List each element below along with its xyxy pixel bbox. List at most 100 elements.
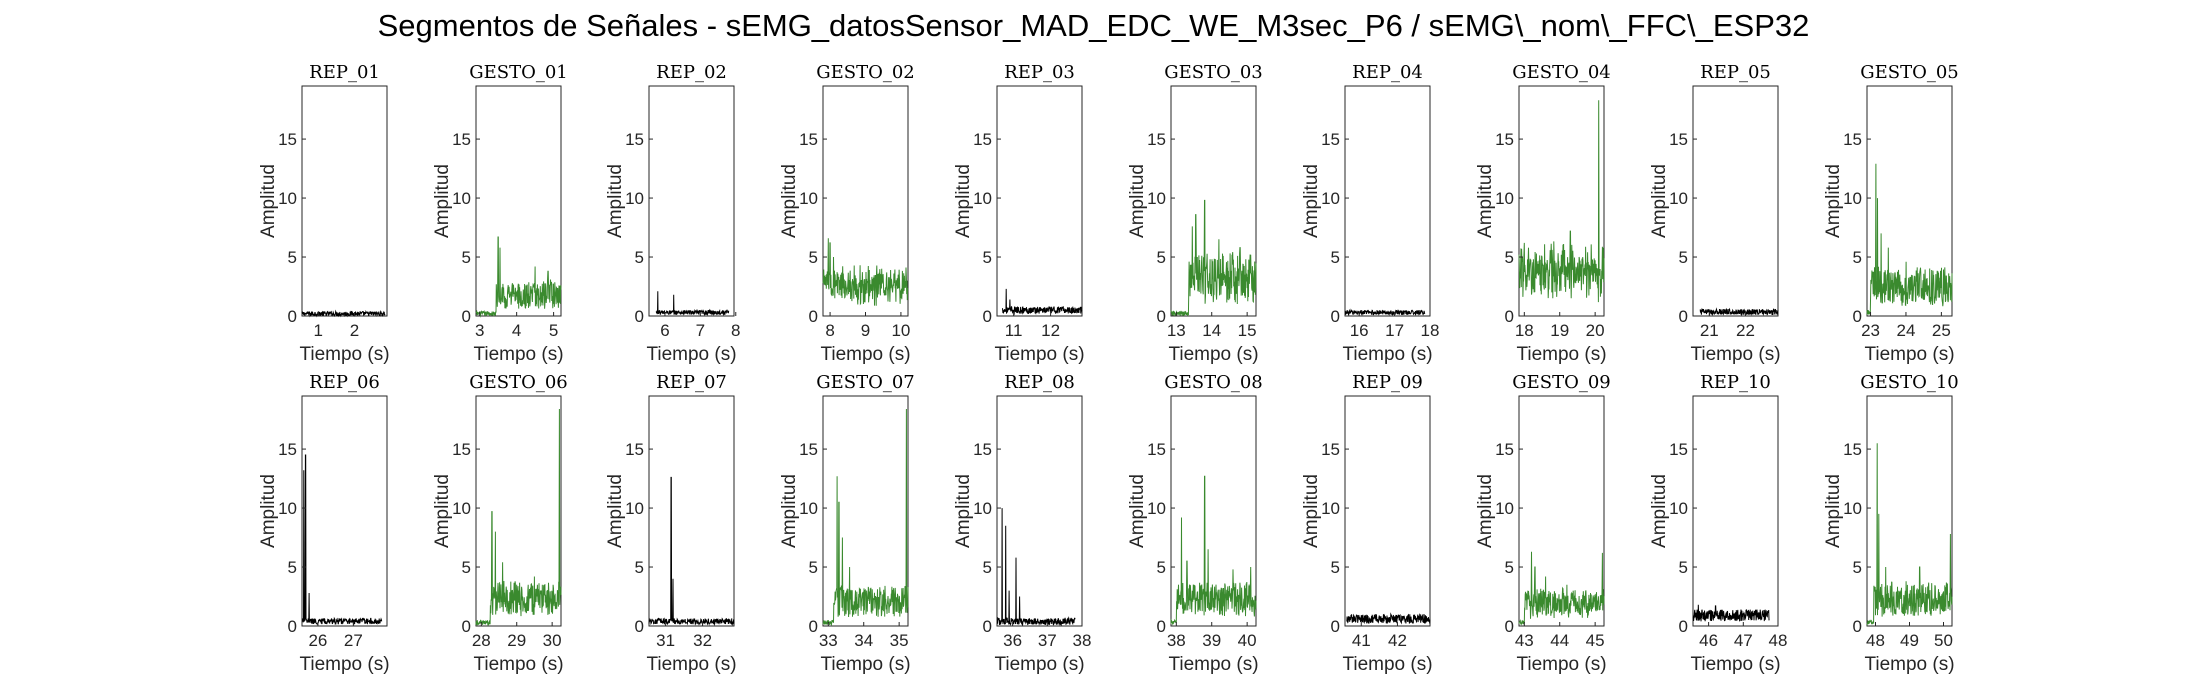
y-tick-label: 15 bbox=[1147, 440, 1166, 459]
subplot-gesto-09: 0 5 10 15 43 44 45 GESTO_09 Tiempo (s) Amplitud bbox=[1475, 372, 1611, 675]
axes-frame bbox=[648, 395, 735, 627]
x-tick-label: 30 bbox=[543, 631, 562, 650]
signal-line bbox=[655, 291, 730, 317]
signal-line bbox=[475, 408, 562, 627]
figure-suptitle: Segmentos de Señales - sEMG_datosSensor_… bbox=[377, 8, 1810, 43]
x-tick-label: 42 bbox=[1388, 631, 1407, 650]
x-tick-label: 43 bbox=[1515, 631, 1534, 650]
signal-line bbox=[1346, 612, 1431, 625]
signal-line bbox=[1866, 443, 1953, 626]
x-tick-label: 6 bbox=[660, 321, 669, 340]
y-tick-label: 10 bbox=[1843, 189, 1862, 208]
x-tick-label: 29 bbox=[507, 631, 526, 650]
y-tick-label: 10 bbox=[1843, 499, 1862, 518]
x-axis-label: Tiempo (s) bbox=[1690, 654, 1780, 675]
y-tick-label: 0 bbox=[809, 617, 818, 636]
x-axis-label: Tiempo (s) bbox=[820, 654, 910, 675]
y-tick-label: 15 bbox=[452, 130, 471, 149]
x-tick-label: 24 bbox=[1896, 321, 1915, 340]
y-tick-label: 5 bbox=[983, 248, 992, 267]
subplot-rep-10: 0 5 10 15 46 47 48 REP_10 Tiempo (s) Amplitud bbox=[1649, 372, 1787, 675]
y-axis-label: Amplitud bbox=[1301, 164, 1322, 238]
x-axis-label: Tiempo (s) bbox=[299, 344, 389, 365]
x-tick-label: 47 bbox=[1734, 631, 1753, 650]
x-axis-label: Tiempo (s) bbox=[1690, 344, 1780, 365]
signal-line bbox=[475, 236, 562, 318]
y-tick-label: 15 bbox=[1843, 440, 1862, 459]
x-axis-label: Tiempo (s) bbox=[1516, 654, 1606, 675]
x-tick-label: 37 bbox=[1038, 631, 1057, 650]
y-tick-label: 5 bbox=[1853, 558, 1862, 577]
y-tick-label: 0 bbox=[983, 617, 992, 636]
y-tick-label: 15 bbox=[625, 130, 644, 149]
subplot-title: GESTO_08 bbox=[1164, 372, 1263, 393]
subplot-title: REP_04 bbox=[1352, 62, 1423, 83]
x-axis-label: Tiempo (s) bbox=[473, 654, 563, 675]
y-axis-label: Amplitud bbox=[605, 164, 626, 238]
x-tick-label: 36 bbox=[1003, 631, 1022, 650]
y-tick-label: 5 bbox=[1157, 558, 1166, 577]
x-tick-label: 19 bbox=[1550, 321, 1569, 340]
y-tick-label: 0 bbox=[462, 307, 471, 326]
y-tick-label: 15 bbox=[799, 130, 818, 149]
y-axis-label: Amplitud bbox=[258, 164, 279, 238]
subplot-title: REP_09 bbox=[1352, 372, 1423, 393]
x-axis-label: Tiempo (s) bbox=[1864, 344, 1954, 365]
subplot-title: REP_08 bbox=[1004, 372, 1075, 393]
axes-frame bbox=[301, 395, 388, 627]
y-tick-label: 5 bbox=[1853, 248, 1862, 267]
y-tick-label: 15 bbox=[278, 440, 297, 459]
y-axis-label: Amplitud bbox=[1475, 474, 1496, 548]
y-tick-label: 15 bbox=[799, 440, 818, 459]
y-tick-label: 0 bbox=[1679, 617, 1688, 636]
signal-line bbox=[822, 238, 909, 306]
y-tick-label: 5 bbox=[635, 558, 644, 577]
x-tick-label: 45 bbox=[1586, 631, 1605, 650]
x-tick-label: 9 bbox=[861, 321, 870, 340]
x-tick-label: 3 bbox=[475, 321, 484, 340]
signal-line bbox=[1692, 604, 1770, 622]
y-tick-label: 5 bbox=[288, 248, 297, 267]
y-axis-label: Amplitud bbox=[605, 474, 626, 548]
y-tick-label: 5 bbox=[1331, 248, 1340, 267]
x-tick-label: 49 bbox=[1900, 631, 1919, 650]
subplot-title: REP_10 bbox=[1700, 372, 1771, 393]
subplot-title: GESTO_09 bbox=[1512, 372, 1611, 393]
y-tick-label: 15 bbox=[452, 440, 471, 459]
y-axis-label: Amplitud bbox=[953, 164, 974, 238]
y-tick-label: 15 bbox=[1321, 440, 1340, 459]
x-tick-label: 50 bbox=[1934, 631, 1953, 650]
signal-line bbox=[996, 508, 1076, 627]
signal-line bbox=[1866, 163, 1953, 316]
y-tick-label: 10 bbox=[278, 189, 297, 208]
x-tick-label: 7 bbox=[696, 321, 705, 340]
x-tick-label: 34 bbox=[854, 631, 873, 650]
x-axis-label: Tiempo (s) bbox=[646, 654, 736, 675]
subplot-rep-08: 0 5 10 15 36 37 38 REP_08 Tiempo (s) Amplitud bbox=[953, 372, 1091, 675]
y-tick-label: 10 bbox=[1321, 189, 1340, 208]
subplot-gesto-07: 0 5 10 15 33 34 35 GESTO_07 Tiempo (s) Amplitud bbox=[779, 372, 915, 675]
y-tick-label: 15 bbox=[1843, 130, 1862, 149]
y-tick-label: 5 bbox=[1157, 248, 1166, 267]
x-tick-label: 10 bbox=[891, 321, 910, 340]
axes-frame bbox=[996, 85, 1083, 317]
axes-frame bbox=[1170, 395, 1257, 627]
y-tick-label: 10 bbox=[973, 189, 992, 208]
x-tick-label: 26 bbox=[308, 631, 327, 650]
y-tick-label: 10 bbox=[625, 499, 644, 518]
y-tick-label: 0 bbox=[983, 307, 992, 326]
y-axis-label: Amplitud bbox=[258, 474, 279, 548]
y-axis-label: Amplitud bbox=[1649, 474, 1670, 548]
x-axis-label: Tiempo (s) bbox=[646, 344, 736, 365]
y-tick-label: 0 bbox=[1679, 307, 1688, 326]
x-tick-label: 46 bbox=[1699, 631, 1718, 650]
signal-line bbox=[822, 408, 909, 627]
y-tick-label: 15 bbox=[1321, 130, 1340, 149]
y-tick-label: 0 bbox=[1331, 307, 1340, 326]
subplot-gesto-01: 0 5 10 15 3 4 5 GESTO_01 Tiempo (s) Amplitud bbox=[432, 62, 568, 365]
y-tick-label: 10 bbox=[1669, 499, 1688, 518]
subplot-gesto-06: 0 5 10 15 28 29 30 GESTO_06 Tiempo (s) Amplitud bbox=[432, 372, 568, 675]
x-tick-label: 8 bbox=[825, 321, 834, 340]
x-tick-label: 17 bbox=[1385, 321, 1404, 340]
y-tick-label: 15 bbox=[625, 440, 644, 459]
